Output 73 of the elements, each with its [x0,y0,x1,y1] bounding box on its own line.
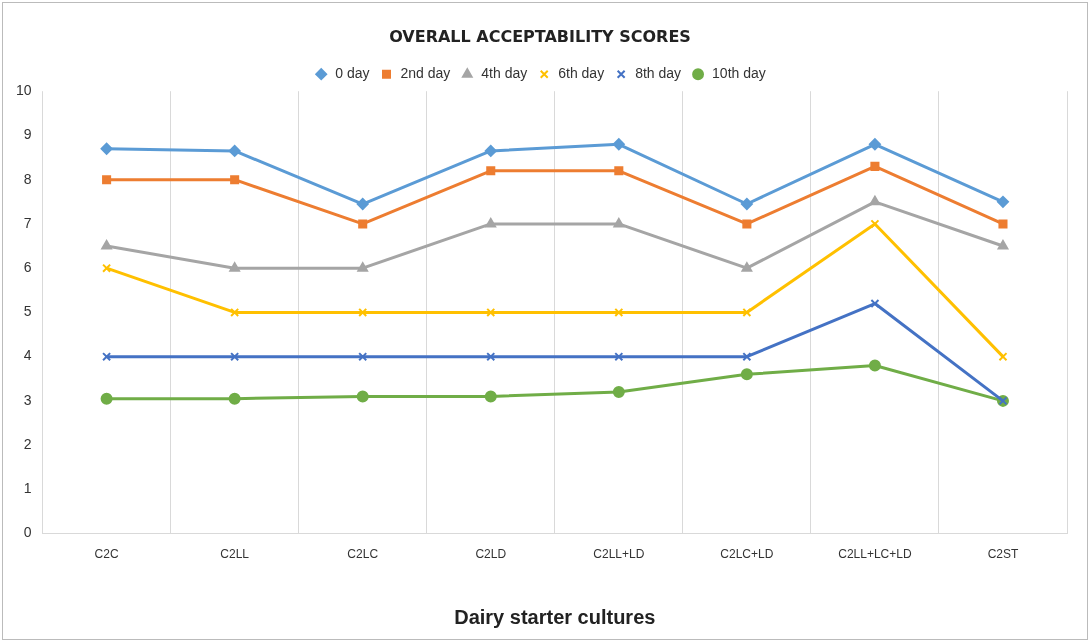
point [100,142,113,155]
point [741,262,753,272]
point [740,198,753,211]
legend-label: 6th day [558,65,605,82]
x-tick-label: C2LL+LC+LD [838,547,912,562]
point [742,307,752,317]
point [612,386,625,399]
y-tick-label: 9 [23,126,32,143]
point [870,299,880,309]
y-tick-label: 6 [23,259,32,276]
x-tick-label: C2LC [347,547,379,562]
point [356,198,369,211]
point [997,240,1009,250]
point [102,263,112,273]
point [614,166,624,176]
y-tick-label: 7 [23,214,32,231]
y-tick-label: 5 [23,303,32,320]
point [100,392,113,405]
point [357,262,369,272]
point [228,392,241,405]
x-axis-title: Dairy starter cultures [454,605,656,628]
point [486,166,496,176]
legend-label: 10th day [712,65,766,82]
point [870,161,880,171]
y-tick-label: 1 [23,480,32,497]
point [484,390,497,403]
point [870,219,880,229]
point [356,390,369,403]
x-tick-label: C2LL [220,547,250,562]
point [230,175,240,185]
point [358,219,368,229]
legend-label: 0 day [335,65,370,82]
y-tick-label: 2 [23,435,32,452]
legend-label: 8th day [635,65,682,82]
point [614,307,624,317]
x-tick-label: C2LC+LD [720,547,774,562]
point [101,240,112,250]
point [740,368,753,381]
y-tick-label: 10 [15,82,32,99]
point [742,352,752,362]
x-tick-label: C2ST [987,547,1019,562]
point [486,352,496,362]
point [102,175,112,185]
x-tick-label: C2LD [475,547,507,562]
point [358,352,368,362]
point [868,359,881,372]
point [742,219,752,229]
point [484,144,497,157]
point [998,219,1008,229]
point [998,352,1008,362]
point [230,307,240,317]
y-tick-label: 8 [23,170,32,187]
x-tick-label: C2C [94,547,119,562]
point [613,217,625,228]
point [996,195,1009,208]
point [358,307,368,317]
y-tick-label: 0 [23,524,32,541]
point [612,138,625,151]
point [869,195,881,206]
point [614,352,624,362]
legend-label: 4th day [481,65,528,82]
y-tick-label: 3 [23,391,32,408]
point [230,352,240,362]
chart-title: OVERALL ACCEPTABILITY SCORES [389,26,691,46]
point [485,217,497,228]
point [102,352,112,362]
legend-label: 2nd day [400,65,451,82]
point [228,144,241,157]
point [486,307,496,317]
x-tick-label: C2LL+LD [593,547,645,562]
y-tick-label: 4 [23,347,32,364]
point [229,262,240,272]
point [868,138,881,151]
